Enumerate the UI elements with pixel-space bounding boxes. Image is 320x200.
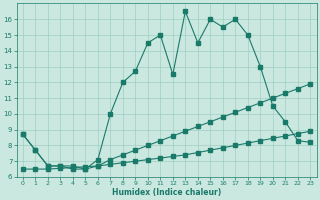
X-axis label: Humidex (Indice chaleur): Humidex (Indice chaleur) [112,188,221,197]
